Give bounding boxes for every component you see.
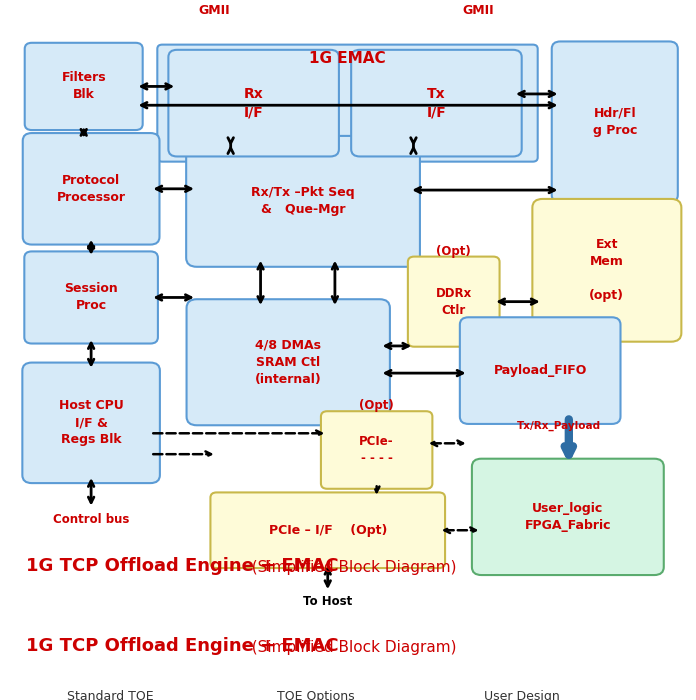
- Text: 4/8 DMAs
SRAM Ctl
(internal): 4/8 DMAs SRAM Ctl (internal): [255, 339, 322, 386]
- Text: TOE Options: TOE Options: [277, 690, 354, 700]
- Text: DDRx
Ctlr: DDRx Ctlr: [436, 286, 472, 316]
- FancyBboxPatch shape: [187, 299, 390, 426]
- Text: Hdr/Fl
g Proc: Hdr/Fl g Proc: [592, 107, 637, 137]
- Text: (Opt): (Opt): [359, 400, 394, 412]
- FancyBboxPatch shape: [472, 458, 664, 575]
- FancyBboxPatch shape: [239, 683, 271, 700]
- Text: Protocol
Processor: Protocol Processor: [56, 174, 125, 204]
- FancyBboxPatch shape: [30, 683, 61, 700]
- Text: Standard TOE: Standard TOE: [68, 690, 154, 700]
- Text: Rx
I/F: Rx I/F: [244, 87, 264, 119]
- Text: Tx
I/F: Tx I/F: [427, 87, 446, 119]
- FancyBboxPatch shape: [22, 363, 160, 483]
- FancyBboxPatch shape: [186, 136, 420, 267]
- FancyBboxPatch shape: [168, 50, 339, 157]
- Text: 1G TCP Offload Engine + EMAC: 1G TCP Offload Engine + EMAC: [26, 557, 338, 575]
- Text: GMII: GMII: [198, 4, 230, 17]
- Text: GMII: GMII: [462, 4, 493, 17]
- Text: Tx/Rx_Payload: Tx/Rx_Payload: [517, 421, 601, 431]
- FancyBboxPatch shape: [460, 317, 621, 424]
- Text: (Simplified Block Diagram): (Simplified Block Diagram): [242, 561, 456, 575]
- Text: Filters
Blk: Filters Blk: [61, 71, 106, 101]
- Text: Session
Proc: Session Proc: [64, 283, 118, 312]
- Text: Ext
Mem

(opt): Ext Mem (opt): [590, 238, 624, 302]
- Text: PCIe – I/F    (Opt): PCIe – I/F (Opt): [269, 524, 387, 537]
- Text: 1G EMAC: 1G EMAC: [309, 51, 386, 66]
- FancyBboxPatch shape: [408, 257, 500, 346]
- FancyBboxPatch shape: [447, 683, 478, 700]
- Text: To Host: To Host: [303, 594, 352, 608]
- Text: Payload_FIFO: Payload_FIFO: [493, 364, 587, 377]
- FancyBboxPatch shape: [24, 251, 158, 344]
- Text: 1G TCP Offload Engine + EMAC: 1G TCP Offload Engine + EMAC: [26, 637, 338, 654]
- FancyBboxPatch shape: [23, 133, 159, 244]
- FancyBboxPatch shape: [552, 41, 678, 202]
- Text: PCIe-
- - - -: PCIe- - - - -: [359, 435, 394, 465]
- Text: Control bus: Control bus: [53, 512, 129, 526]
- FancyBboxPatch shape: [321, 411, 432, 489]
- Text: Host CPU
I/F &
Regs Blk: Host CPU I/F & Regs Blk: [58, 399, 123, 447]
- FancyBboxPatch shape: [25, 43, 143, 130]
- Text: User_logic
FPGA_Fabric: User_logic FPGA_Fabric: [525, 502, 611, 532]
- FancyBboxPatch shape: [351, 50, 522, 157]
- Text: User Design: User Design: [484, 690, 560, 700]
- FancyBboxPatch shape: [532, 199, 681, 342]
- Text: Rx/Tx –Pkt Seq
&   Que-Mgr: Rx/Tx –Pkt Seq & Que-Mgr: [251, 186, 355, 216]
- FancyBboxPatch shape: [210, 492, 445, 568]
- Text: (Opt): (Opt): [436, 245, 471, 258]
- FancyBboxPatch shape: [157, 45, 538, 162]
- Text: (Simplified Block Diagram): (Simplified Block Diagram): [242, 640, 456, 655]
